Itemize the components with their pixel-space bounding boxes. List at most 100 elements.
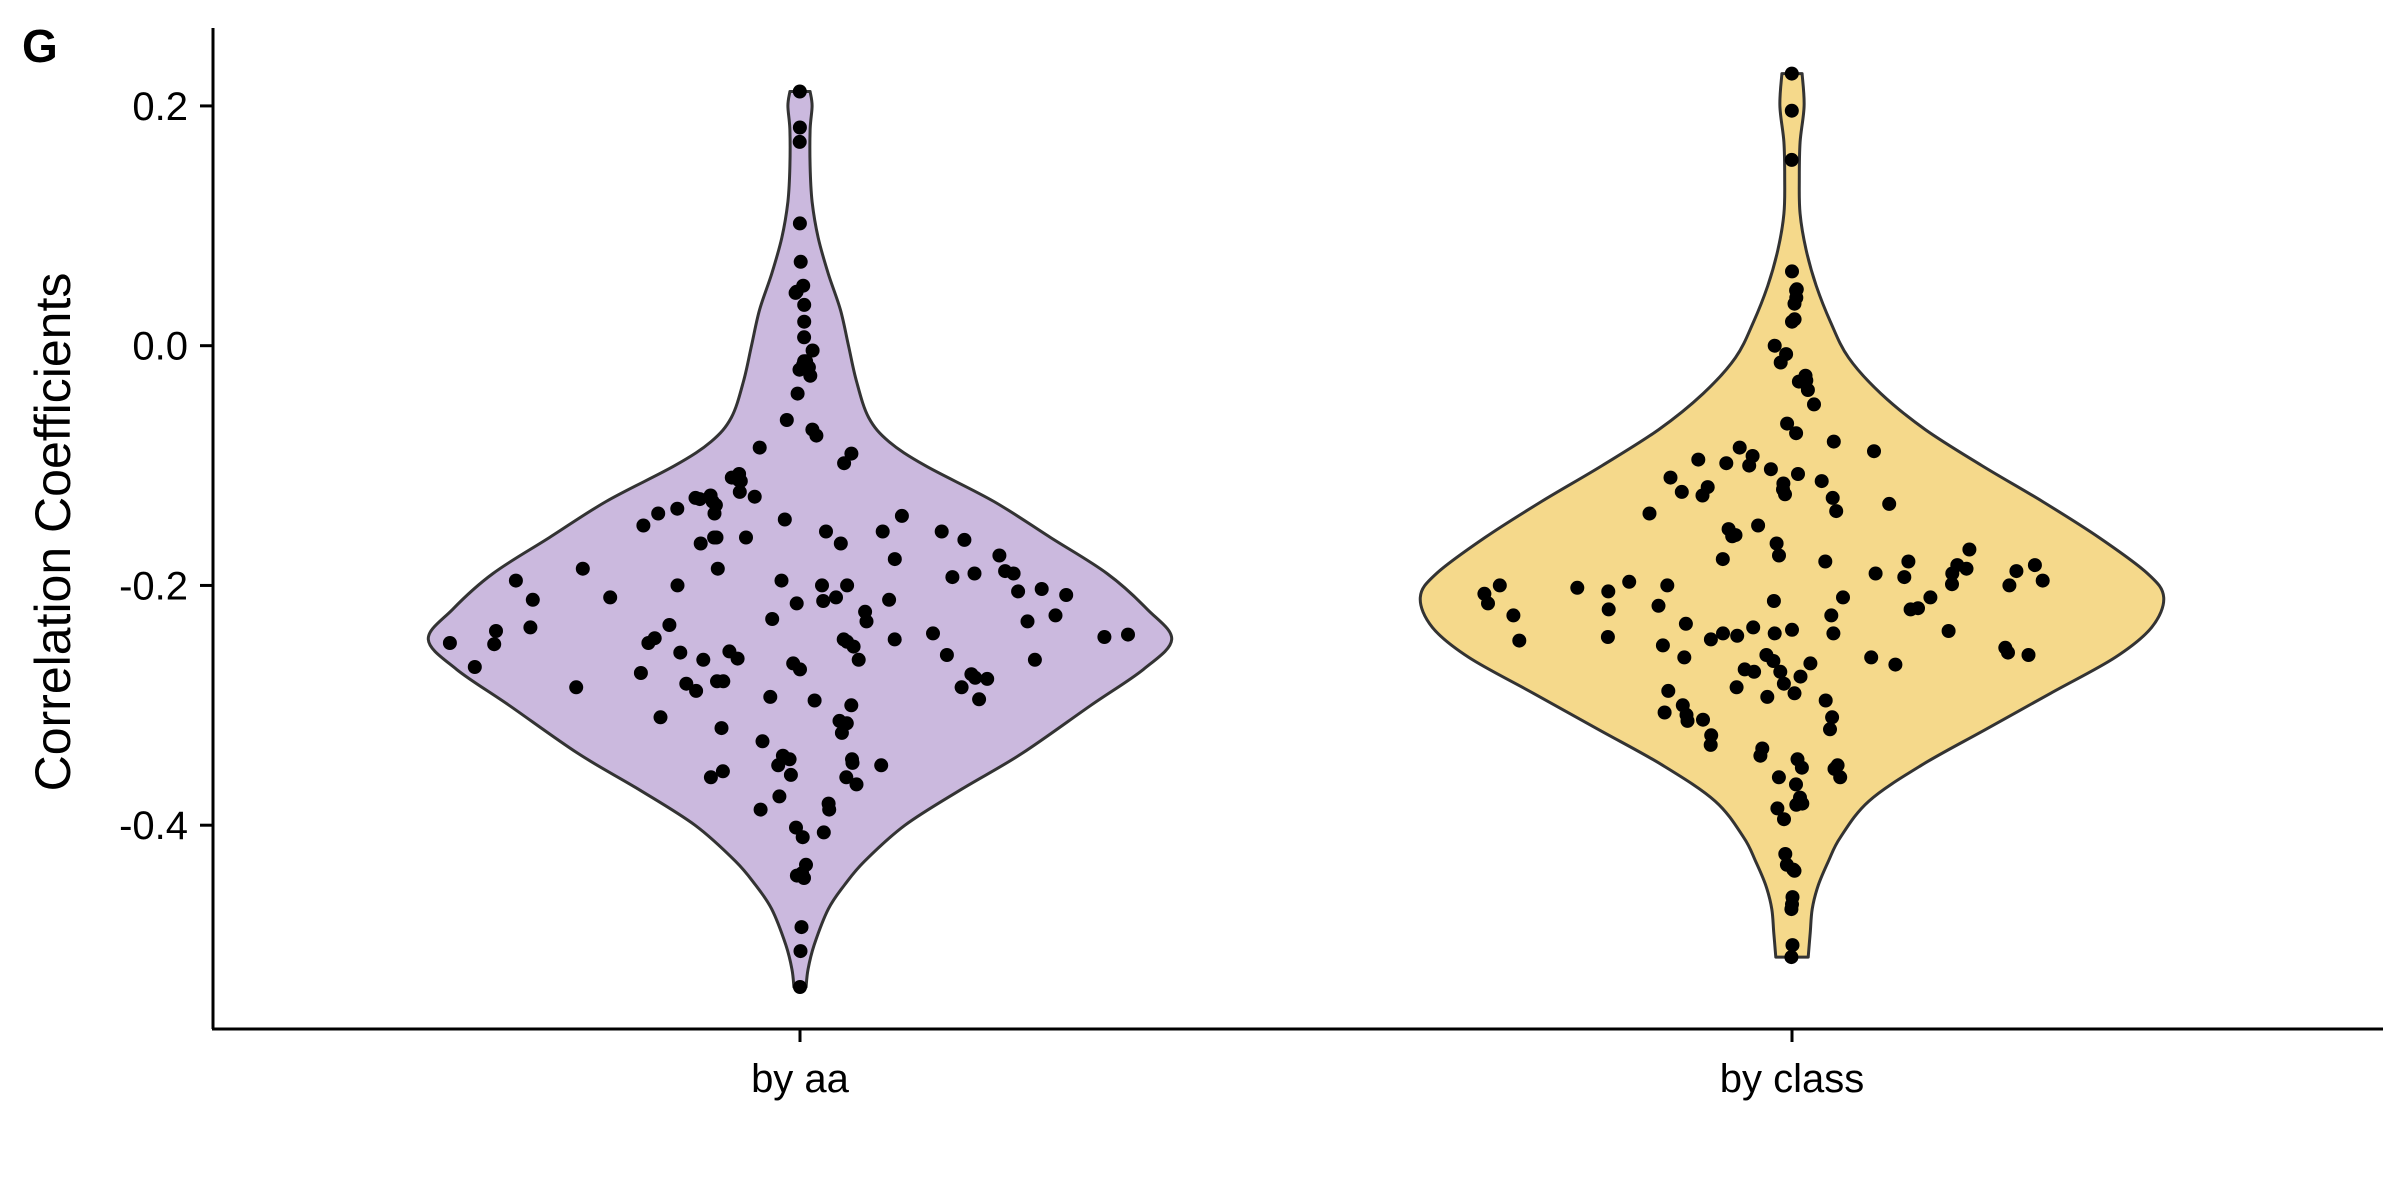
- data-point: [849, 777, 864, 792]
- data-point: [1897, 570, 1912, 585]
- data-point: [1719, 456, 1734, 471]
- data-point: [1696, 712, 1710, 727]
- points-layer: [442, 66, 2050, 994]
- data-point: [633, 666, 648, 680]
- data-point: [834, 725, 849, 740]
- data-point: [822, 802, 837, 817]
- data-point: [1833, 770, 1848, 785]
- data-point: [1651, 598, 1666, 613]
- data-point: [467, 660, 482, 674]
- data-point: [2001, 645, 2015, 660]
- violin-by-aa: [426, 90, 1174, 989]
- data-point: [782, 752, 797, 767]
- data-point: [1793, 669, 1808, 684]
- data-point: [1020, 614, 1035, 629]
- data-point: [1773, 355, 1788, 370]
- data-point: [710, 561, 725, 576]
- y-ticks: 0.2 0.0 -0.2 -0.4: [119, 85, 213, 848]
- data-point: [1753, 748, 1768, 763]
- data-point: [1601, 584, 1616, 599]
- data-point: [882, 592, 897, 607]
- data-point: [894, 508, 909, 523]
- data-point: [703, 770, 718, 785]
- data-point: [1785, 938, 1800, 953]
- data-point: [1784, 902, 1799, 917]
- data-point: [1778, 847, 1793, 861]
- data-point: [1789, 777, 1803, 792]
- data-point: [1097, 630, 1112, 644]
- data-point: [792, 84, 807, 99]
- data-point: [765, 612, 780, 626]
- data-point: [1746, 620, 1761, 635]
- data-point: [755, 734, 770, 749]
- data-point: [1622, 574, 1637, 589]
- data-point: [1663, 470, 1678, 485]
- data-point: [662, 618, 677, 632]
- data-point: [2002, 578, 2017, 593]
- data-point: [1011, 584, 1026, 599]
- data-point: [442, 636, 457, 650]
- data-point: [1048, 608, 1063, 623]
- axes-layer: [211, 28, 2383, 1031]
- data-point: [575, 561, 590, 576]
- data-point: [774, 573, 789, 588]
- data-point: [957, 532, 972, 547]
- data-point: [939, 648, 954, 662]
- data-point: [1864, 650, 1879, 665]
- data-point: [1766, 594, 1781, 608]
- data-point: [1715, 552, 1730, 567]
- data-point: [1600, 630, 1615, 644]
- data-point: [967, 566, 982, 581]
- data-point: [763, 689, 778, 704]
- data-point: [1814, 474, 1829, 489]
- data-point: [1959, 561, 1974, 576]
- data-point: [833, 536, 848, 551]
- data-point: [636, 518, 651, 533]
- violin-by-class: [1418, 72, 2166, 959]
- data-point: [1763, 462, 1778, 477]
- data-point: [1778, 487, 1792, 502]
- data-point: [1661, 683, 1676, 698]
- data-point: [1962, 542, 1977, 557]
- data-point: [792, 134, 807, 149]
- data-point: [1506, 608, 1521, 623]
- data-point: [829, 590, 843, 605]
- data-point: [875, 524, 890, 539]
- data-point: [1772, 548, 1786, 563]
- data-point: [992, 548, 1007, 563]
- data-point: [846, 639, 861, 654]
- data-point: [803, 368, 818, 383]
- x-tick-label: by class: [1720, 1057, 1865, 1101]
- data-point: [1703, 737, 1718, 752]
- data-point: [1677, 650, 1692, 665]
- data-point: [771, 758, 786, 773]
- data-point: [710, 674, 724, 689]
- violins-layer: [426, 72, 2166, 989]
- data-point: [732, 484, 747, 499]
- data-point: [1787, 686, 1802, 701]
- data-point: [739, 530, 753, 545]
- data-point: [1818, 693, 1833, 708]
- data-point: [1657, 705, 1672, 720]
- data-point: [1771, 770, 1786, 785]
- data-point: [772, 789, 787, 804]
- data-point: [1825, 710, 1840, 725]
- data-point: [653, 710, 668, 725]
- data-point: [752, 440, 767, 455]
- y-tick-label: 0.2: [132, 85, 188, 129]
- data-point: [1729, 680, 1744, 695]
- data-point: [603, 590, 618, 605]
- data-point: [670, 578, 685, 593]
- data-point: [788, 285, 803, 300]
- data-point: [1660, 578, 1675, 593]
- data-point: [693, 536, 708, 551]
- data-point: [1674, 484, 1689, 499]
- data-point: [1945, 566, 1960, 581]
- data-point: [714, 721, 729, 736]
- data-point: [1826, 434, 1841, 449]
- data-point: [839, 770, 854, 785]
- panel-label: G: [22, 20, 58, 72]
- data-point: [1824, 608, 1839, 623]
- data-point: [793, 254, 808, 269]
